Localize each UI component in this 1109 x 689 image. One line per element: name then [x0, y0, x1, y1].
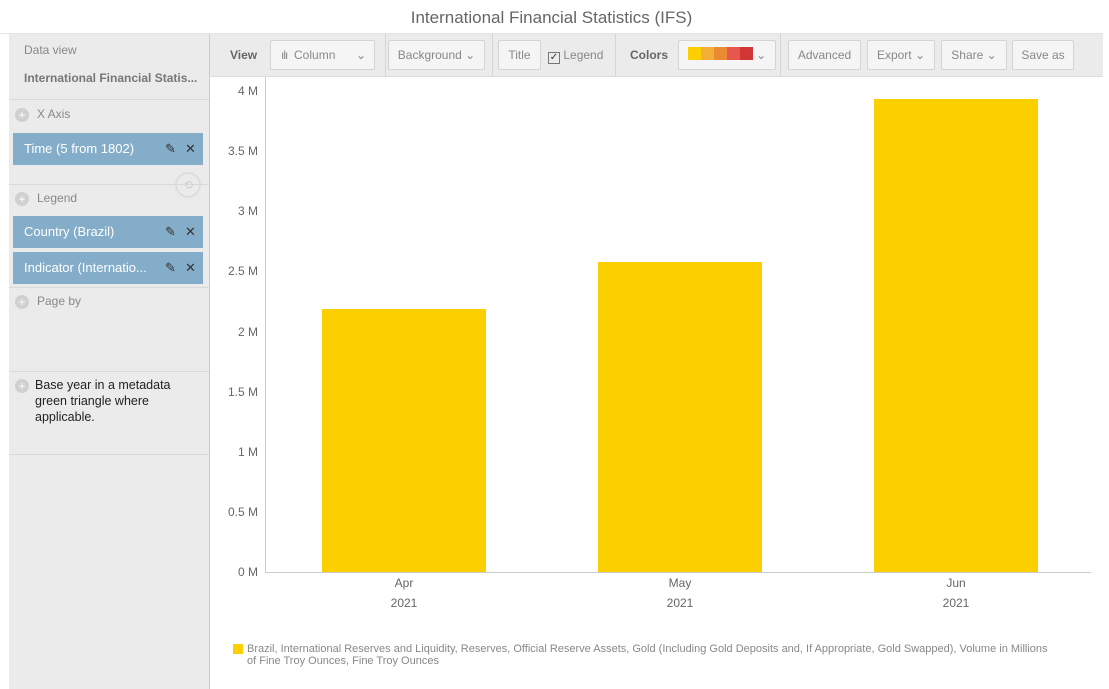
- share-dropdown[interactable]: Share ⌄: [941, 40, 1007, 70]
- close-icon[interactable]: ✕: [185, 141, 196, 156]
- pill-label: Indicator (Internatio...: [24, 260, 147, 275]
- background-dropdown[interactable]: Background ⌄: [388, 40, 485, 70]
- x-tick-label: Apr: [394, 576, 414, 590]
- x-axis-item-time[interactable]: Time (5 from 1802) ✎ ✕: [13, 133, 203, 165]
- color-swatch: [700, 46, 714, 60]
- legend-label: Legend: [563, 48, 604, 62]
- app-title: International Financial Statistics (IFS): [0, 0, 1103, 34]
- data-view-label: Data view: [24, 43, 77, 57]
- chart-area: 0 M 0.5 M 1 M 1.5 M 2 M 2.5 M 3 M 3.5 M 4 M Apr 2…: [210, 77, 1103, 689]
- y-tick-label: 3.5 M: [227, 144, 258, 159]
- y-tick-label: 1.5 M: [227, 384, 258, 399]
- toolbar: View ılı Column ⌄ Background ⌄ Title ✓ Le…: [210, 34, 1103, 77]
- data-view-value[interactable]: International Financial Statis...: [24, 71, 198, 85]
- legend-text: Brazil, International Reserves and Liqui…: [247, 643, 1048, 667]
- checkbox-checked-icon[interactable]: ✓: [548, 52, 560, 64]
- y-tick-label: 2.5 M: [227, 264, 258, 279]
- color-swatch: [713, 46, 727, 60]
- export-dropdown[interactable]: Export ⌄: [867, 40, 935, 70]
- advanced-button[interactable]: Advanced: [788, 40, 861, 70]
- legend-label: Legend: [37, 191, 78, 205]
- y-tick-label: 1 M: [237, 444, 258, 459]
- view-label: View: [230, 48, 258, 62]
- color-swatch: [726, 46, 740, 60]
- legend-item-indicator[interactable]: Indicator (Internatio... ✎ ✕: [13, 252, 203, 284]
- chevron-down-icon: ⌄: [914, 48, 926, 62]
- base-year-note: Base year in a metadata green triangle w…: [35, 378, 171, 424]
- pill-label: Time (5 from 1802): [24, 141, 135, 156]
- x-axis-line: [265, 572, 1091, 573]
- export-label: Export: [876, 48, 912, 62]
- x-axis-label: X Axis: [37, 107, 71, 121]
- color-swatch: [739, 46, 753, 60]
- y-tick-label: 0.5 M: [227, 504, 258, 519]
- x-tick-year: 2021: [666, 596, 694, 610]
- x-tick-year: 2021: [942, 596, 970, 610]
- share-label: Share: [951, 48, 984, 62]
- legend-item-country[interactable]: Country (Brazil) ✎ ✕: [13, 216, 203, 248]
- sidebar: Data view International Financial Statis…: [9, 34, 210, 689]
- legend-item[interactable]: Brazil, International Reserves and Liqui…: [233, 643, 1053, 667]
- colors-label: Colors: [630, 48, 669, 62]
- page-by-label: Page by: [37, 294, 82, 308]
- x-tick-year: 2021: [390, 596, 418, 610]
- bar[interactable]: [322, 308, 486, 572]
- edit-icon[interactable]: ✎: [165, 224, 176, 239]
- plus-icon[interactable]: +: [15, 295, 29, 309]
- color-palette-dropdown[interactable]: ⌄: [678, 40, 776, 70]
- column-chart-icon: ılı: [281, 48, 288, 62]
- y-tick-label: 2 M: [237, 324, 258, 339]
- close-icon[interactable]: ✕: [185, 224, 196, 239]
- chevron-down-icon: ⌄: [986, 48, 997, 62]
- swap-axes-icon[interactable]: ⟲: [175, 172, 201, 198]
- edit-icon[interactable]: ✎: [165, 141, 176, 156]
- y-axis-line: [265, 77, 266, 572]
- bar[interactable]: [874, 99, 1038, 572]
- edit-icon[interactable]: ✎: [165, 260, 176, 275]
- y-tick-label: 3 M: [237, 204, 258, 219]
- plus-icon[interactable]: +: [15, 192, 29, 206]
- close-icon[interactable]: ✕: [185, 260, 196, 275]
- legend-toggle[interactable]: ✓ Legend: [548, 34, 603, 77]
- legend-swatch: [233, 644, 243, 654]
- x-tick-label: May: [668, 576, 692, 590]
- color-swatch: [687, 46, 701, 60]
- x-tick-label: Jun: [946, 576, 966, 590]
- bar[interactable]: [598, 261, 762, 572]
- chevron-down-icon: ⌄: [756, 48, 767, 62]
- chevron-down-icon: ⌄: [355, 48, 366, 62]
- chevron-down-icon: ⌄: [465, 48, 476, 62]
- view-type-dropdown[interactable]: ılı Column ⌄: [270, 40, 375, 70]
- plus-icon[interactable]: +: [15, 379, 29, 393]
- color-palette-swatches: [687, 42, 753, 70]
- background-label: Background: [397, 48, 462, 62]
- y-tick-label: 4 M: [237, 84, 258, 98]
- title-button[interactable]: Title: [498, 40, 541, 70]
- plus-icon[interactable]: +: [15, 108, 29, 122]
- y-tick-label: 0 M: [237, 565, 258, 579]
- save-as-button[interactable]: Save as: [1012, 40, 1074, 70]
- pill-label: Country (Brazil): [24, 224, 115, 239]
- view-value: Column: [294, 48, 336, 62]
